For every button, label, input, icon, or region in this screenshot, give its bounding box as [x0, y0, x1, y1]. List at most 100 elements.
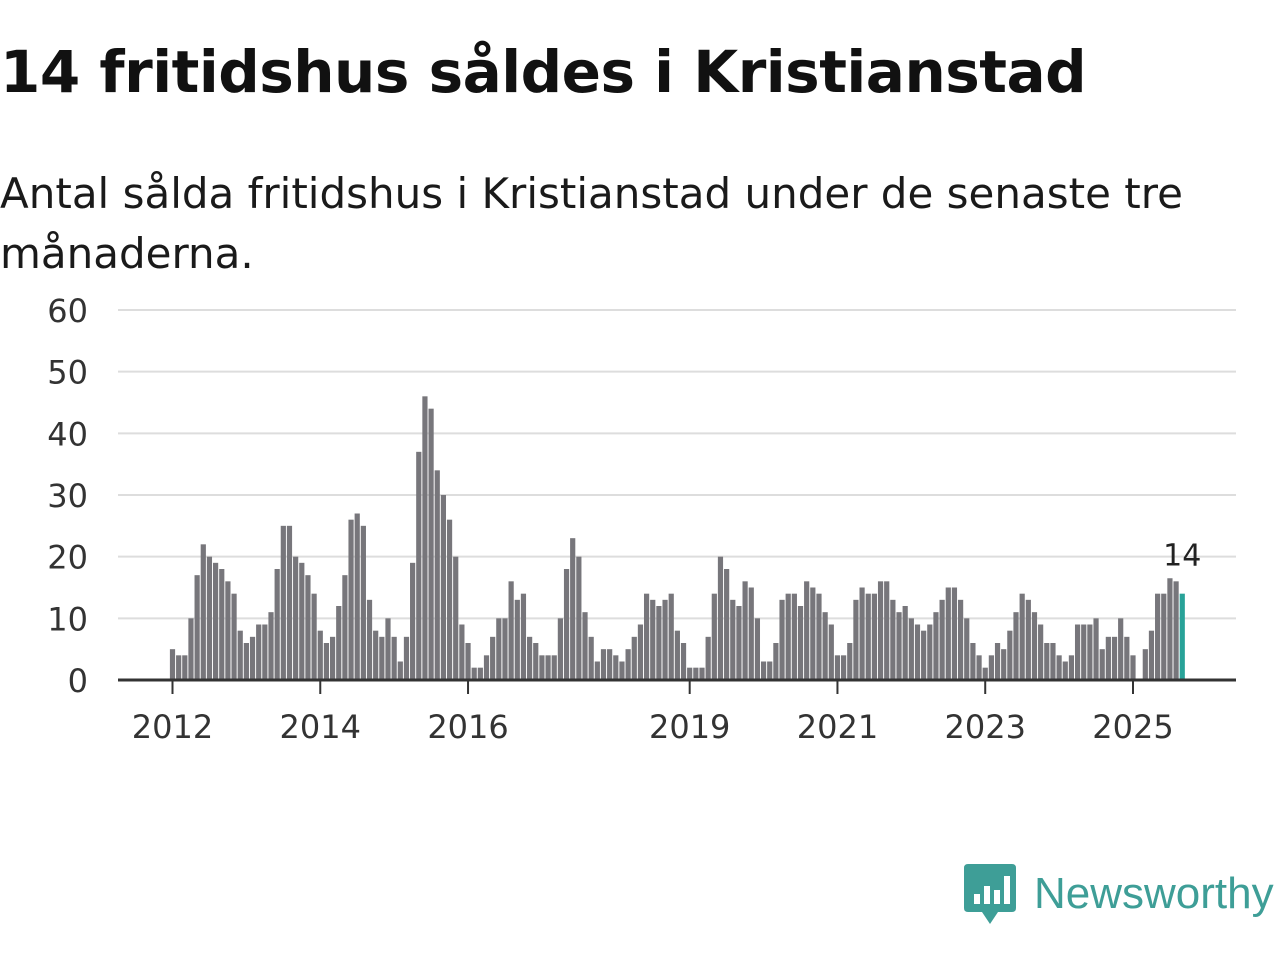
bar [576, 556, 582, 680]
bar [674, 630, 680, 680]
bar [1099, 649, 1105, 680]
bar [453, 556, 459, 680]
bar [619, 661, 625, 680]
bar [520, 593, 527, 680]
bar [933, 612, 939, 680]
bar [490, 636, 496, 680]
newsworthy-logo[interactable]: Newsworthy [964, 864, 1274, 924]
bar [1118, 618, 1124, 680]
bar [188, 618, 194, 680]
bar [373, 630, 379, 680]
bar [225, 581, 231, 680]
bar-chart: 0 10 20 30 40 50 60 2012 2014 2016 2019 2021 2023 202… [47, 292, 1236, 746]
axes [118, 678, 1236, 694]
bar [286, 525, 293, 680]
bar [927, 624, 933, 680]
bar [847, 643, 853, 680]
bar [471, 667, 477, 680]
bar [871, 593, 877, 680]
bar [760, 661, 767, 680]
y-tick-label: 10 [47, 600, 88, 638]
bar [668, 593, 674, 680]
bar [483, 655, 490, 680]
bar [1087, 624, 1093, 680]
bar [859, 587, 865, 680]
bar [1173, 581, 1179, 680]
bar [496, 618, 502, 680]
x-tick-label: 2021 [797, 708, 878, 746]
labels: 0 10 20 30 40 50 60 2012 2014 2016 2019 2021 2023 202… [47, 292, 1201, 746]
bar [693, 667, 699, 680]
bar [958, 599, 964, 680]
bars [169, 396, 1185, 680]
bar [939, 599, 945, 680]
bar [650, 599, 656, 680]
bar [773, 643, 779, 680]
bar [1130, 655, 1136, 680]
bar [631, 636, 637, 680]
x-tick-label: 2023 [945, 708, 1026, 746]
bar [545, 655, 551, 680]
x-tick-label: 2025 [1092, 708, 1173, 746]
bar [699, 667, 705, 680]
bar [877, 581, 884, 680]
bar [754, 618, 761, 680]
bar [354, 513, 360, 680]
bar [1111, 636, 1118, 680]
bar [342, 575, 348, 680]
bar [336, 606, 342, 680]
bar [914, 624, 921, 680]
bar [323, 643, 330, 680]
bar [982, 667, 988, 680]
bar [816, 593, 822, 680]
bar [410, 562, 416, 680]
bar [711, 593, 717, 680]
bar [428, 408, 434, 680]
brand-name: Newsworthy [1034, 869, 1274, 918]
bar [884, 581, 890, 680]
bar [213, 562, 219, 680]
bar [360, 525, 366, 680]
bar [502, 618, 508, 680]
bar [465, 643, 471, 680]
bar [434, 470, 440, 680]
bar [1056, 655, 1062, 680]
y-tick-label: 30 [47, 477, 88, 515]
chart-subtitle: Antal sålda fritidshus i Kristianstad un… [0, 169, 1183, 278]
bar [459, 624, 465, 680]
bar [600, 649, 607, 680]
bar [391, 636, 397, 680]
bar [810, 587, 816, 680]
bar [366, 599, 373, 680]
y-tick-label: 0 [68, 662, 88, 700]
bar [231, 593, 237, 680]
bar [908, 618, 914, 680]
bar [1013, 612, 1019, 680]
y-tick-label: 60 [47, 292, 88, 330]
x-tick-label: 2012 [132, 708, 213, 746]
bar [724, 569, 730, 680]
bar [268, 612, 274, 680]
bar [1001, 649, 1007, 680]
bar [293, 556, 299, 680]
bar [582, 612, 588, 680]
bar [1031, 612, 1038, 680]
bar [1025, 599, 1031, 680]
bar [262, 624, 268, 680]
bar [1007, 630, 1013, 680]
bar [643, 593, 650, 680]
bar [508, 581, 514, 680]
bar [317, 630, 323, 680]
bar [662, 599, 668, 680]
x-tick-label: 2019 [649, 708, 730, 746]
bar [514, 599, 520, 680]
bar [779, 599, 785, 680]
bar [1038, 624, 1044, 680]
bar [305, 575, 311, 680]
bar [687, 667, 693, 680]
bar [379, 636, 385, 680]
bar [557, 618, 563, 680]
latest-value-label: 14 [1163, 539, 1201, 574]
bar [656, 606, 662, 680]
bar [570, 538, 576, 680]
